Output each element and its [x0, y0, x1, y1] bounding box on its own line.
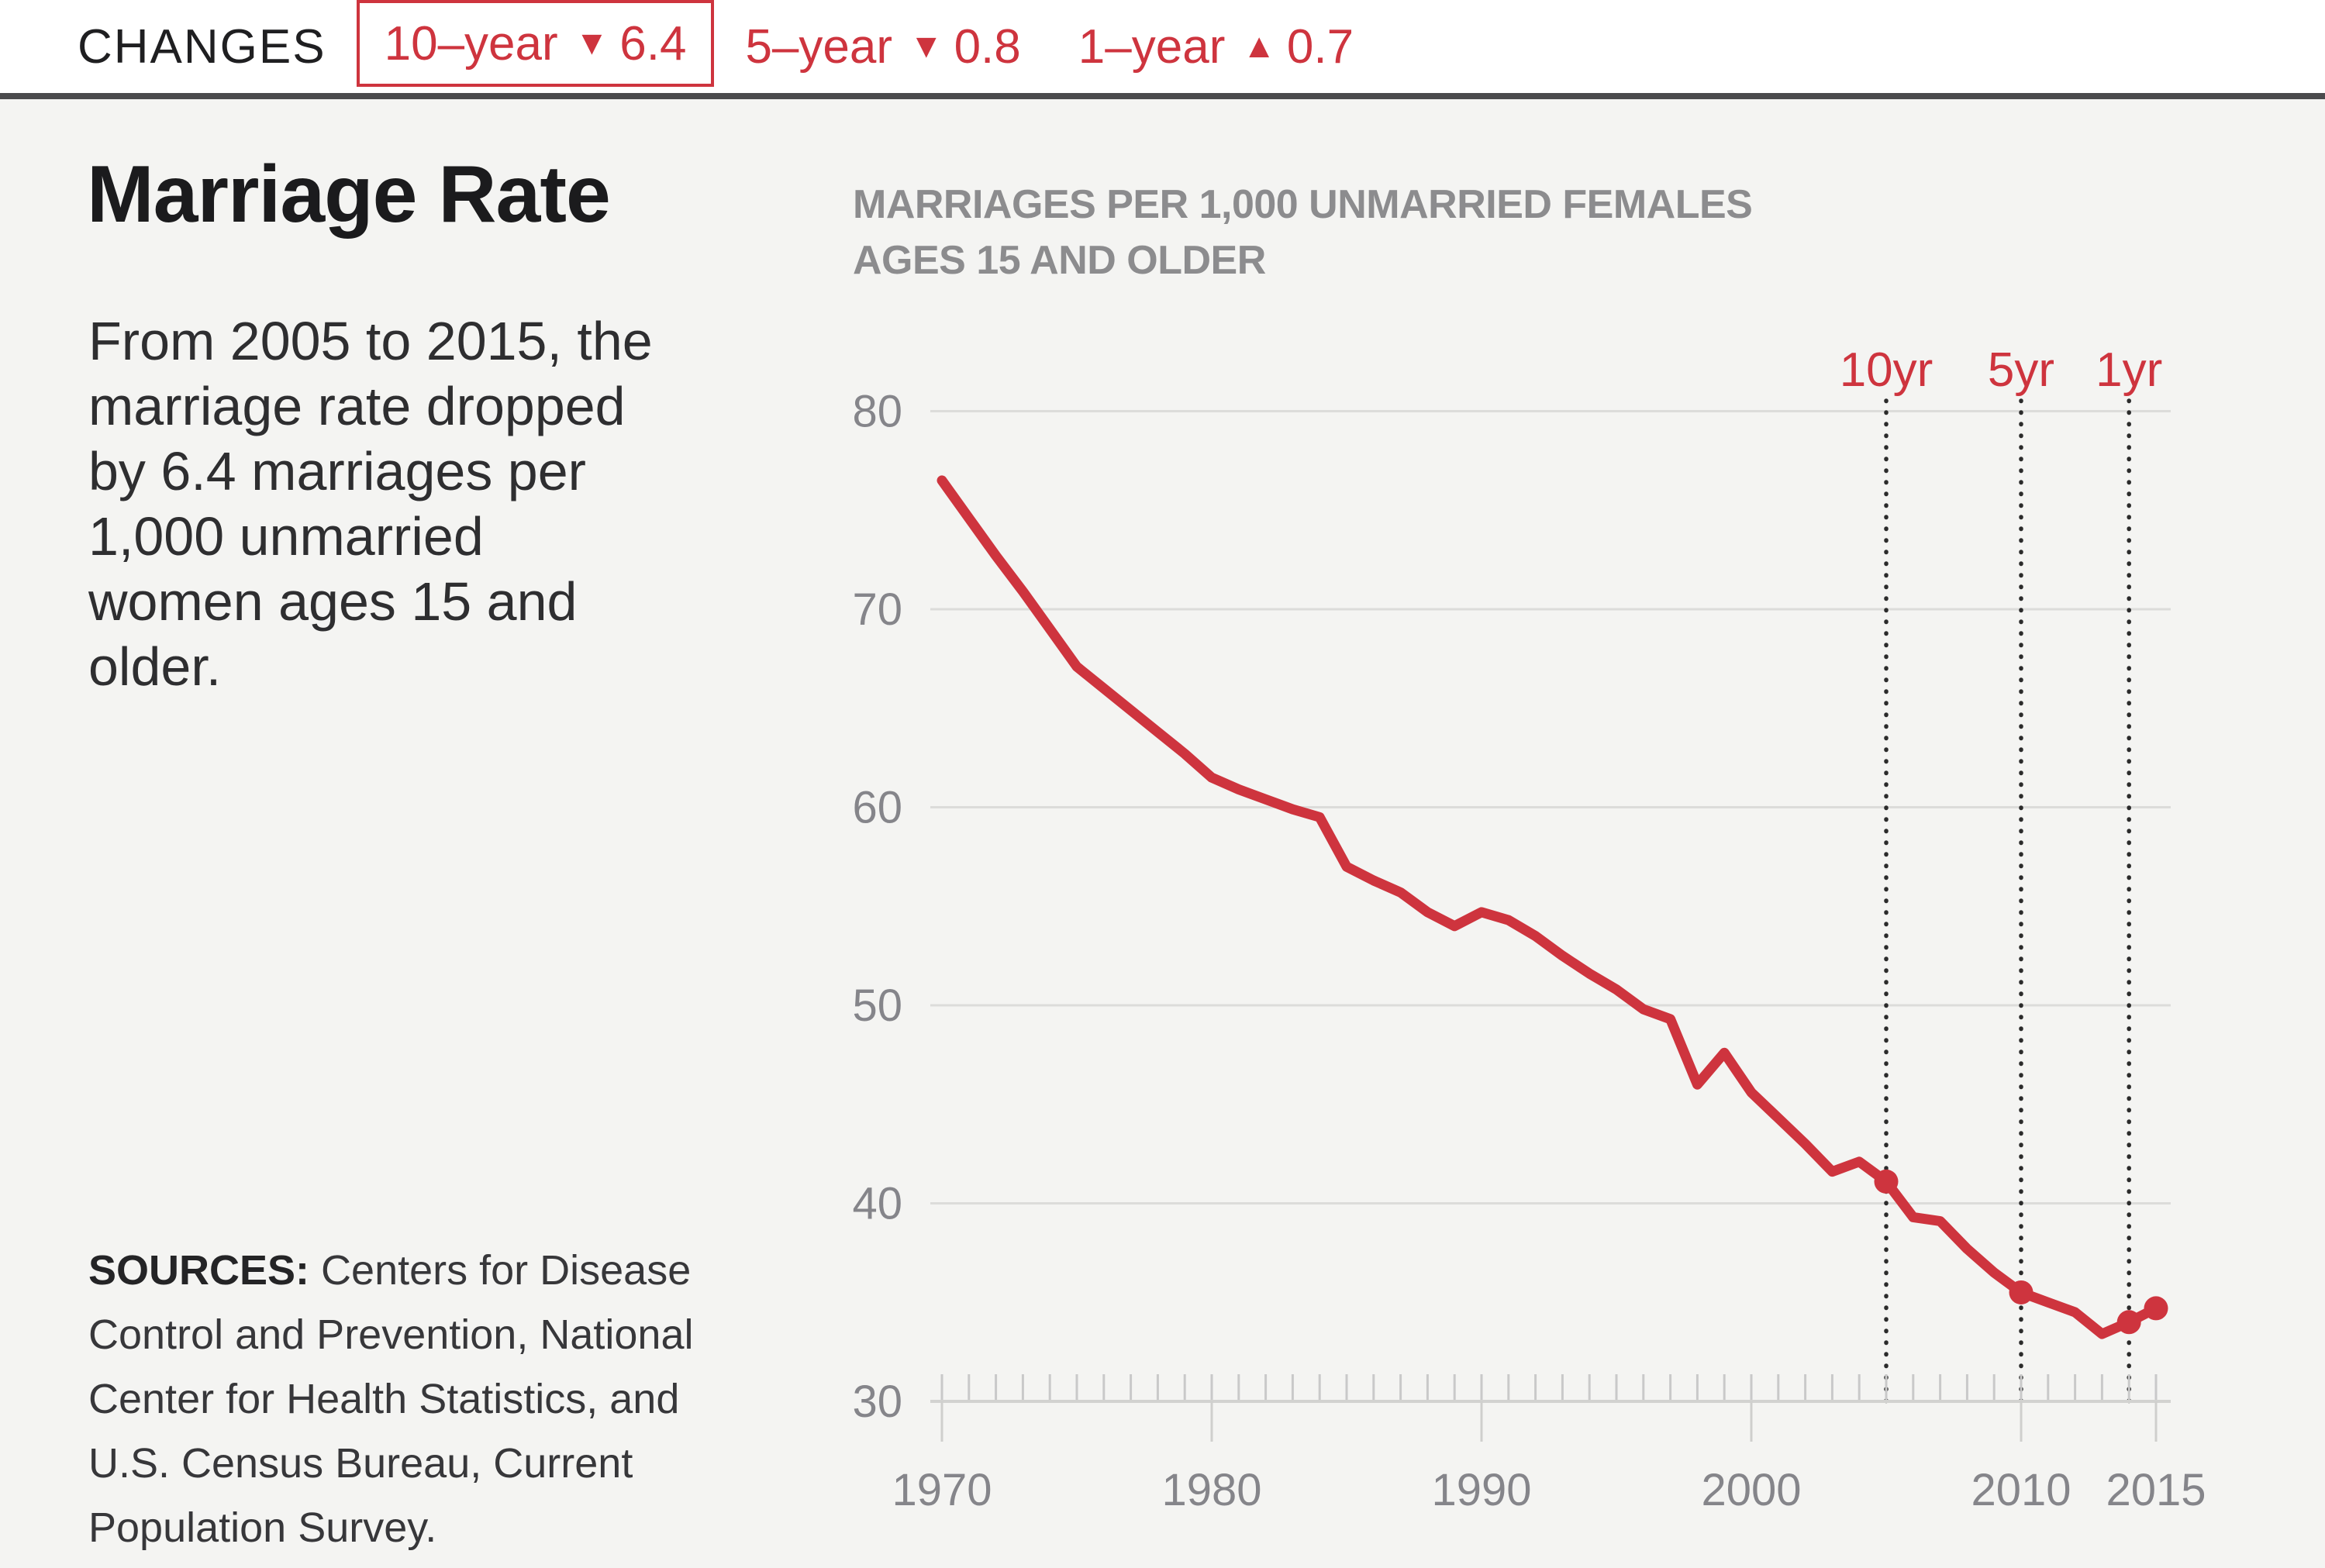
sources-line: SOURCES: Centers for Disease — [88, 1247, 692, 1294]
data-dot-2010 — [2009, 1280, 2034, 1304]
triangle-up-icon: ▲ — [1242, 27, 1276, 65]
x-axis-label-1970: 1970 — [892, 1465, 992, 1515]
y-axis-label-40: 40 — [852, 1179, 902, 1229]
y-axis-label-60: 60 — [852, 783, 902, 833]
data-dot-2015 — [2144, 1296, 2168, 1321]
description-line: From 2005 to 2015, the — [88, 311, 653, 371]
x-axis-label-1990: 1990 — [1431, 1465, 1531, 1515]
chart-subtitle: MARRIAGES PER 1,000 UNMARRIED FEMALES AG… — [853, 177, 1753, 288]
stat-value: 0.7 — [1286, 19, 1354, 74]
y-axis-label-30: 30 — [852, 1377, 902, 1427]
description-line: by 6.4 marriages per — [88, 441, 586, 501]
x-axis-label-1980: 1980 — [1161, 1465, 1261, 1515]
sources-line: Center for Health Statistics, and — [88, 1376, 680, 1422]
page-title: Marriage Rate — [87, 150, 611, 240]
stat-period-label: 1–year — [1078, 19, 1226, 74]
x-axis-label-2000: 2000 — [1701, 1465, 1801, 1515]
changes-label: CHANGES — [78, 19, 326, 74]
stat-period-label: 10–year — [384, 16, 558, 71]
sources-line: U.S. Census Bureau, Current — [88, 1440, 633, 1487]
marker-label-5yr: 5yr — [1988, 343, 2054, 397]
chart-subtitle-line: MARRIAGES PER 1,000 UNMARRIED FEMALES — [853, 182, 1753, 227]
stat-value: 6.4 — [619, 16, 687, 71]
sources-text: SOURCES: Centers for Disease Control and… — [88, 1239, 693, 1560]
y-axis-label-80: 80 — [852, 387, 902, 437]
header-divider — [0, 93, 2325, 99]
data-dot-2014 — [2116, 1310, 2141, 1335]
marker-label-10yr: 10yr — [1840, 343, 1933, 397]
series-line — [937, 475, 2161, 1339]
y-axis-label-70: 70 — [852, 584, 902, 635]
x-axis-label-2015: 2015 — [2106, 1465, 2206, 1515]
sources-line: Control and Prevention, National — [88, 1311, 694, 1358]
description-line: marriage rate dropped — [88, 376, 626, 436]
triangle-down-icon: ▼ — [574, 24, 609, 62]
data-dot-2005 — [1874, 1169, 1899, 1194]
sources-line: Population Survey. — [88, 1504, 437, 1551]
description-line: women ages 15 and — [88, 571, 578, 632]
change-stat-1-year[interactable]: 1–year ▲ 0.7 — [1078, 19, 1354, 74]
marker-label-1yr: 1yr — [2096, 343, 2162, 397]
description-line: 1,000 unmarried — [88, 506, 484, 567]
stat-value: 0.8 — [954, 19, 1021, 74]
change-stat-5-year[interactable]: 5–year ▼ 0.8 — [745, 19, 1020, 74]
sources-label: SOURCES: — [88, 1247, 310, 1294]
description-text: From 2005 to 2015, the marriage rate dro… — [88, 308, 653, 699]
chart-subtitle-line: AGES 15 AND OLDER — [853, 238, 1266, 283]
stat-period-label: 5–year — [745, 19, 893, 74]
y-axis-label-50: 50 — [852, 980, 902, 1031]
changes-bar: CHANGES 10–year ▼ 6.4 5–year ▼ 0.8 1–yea… — [0, 0, 2325, 93]
description-line: older. — [88, 636, 222, 697]
x-axis-label-2010: 2010 — [1971, 1465, 2071, 1515]
panel-background — [0, 99, 2325, 1568]
change-stat-10-year[interactable]: 10–year ▼ 6.4 — [356, 0, 715, 87]
triangle-down-icon: ▼ — [909, 27, 943, 65]
